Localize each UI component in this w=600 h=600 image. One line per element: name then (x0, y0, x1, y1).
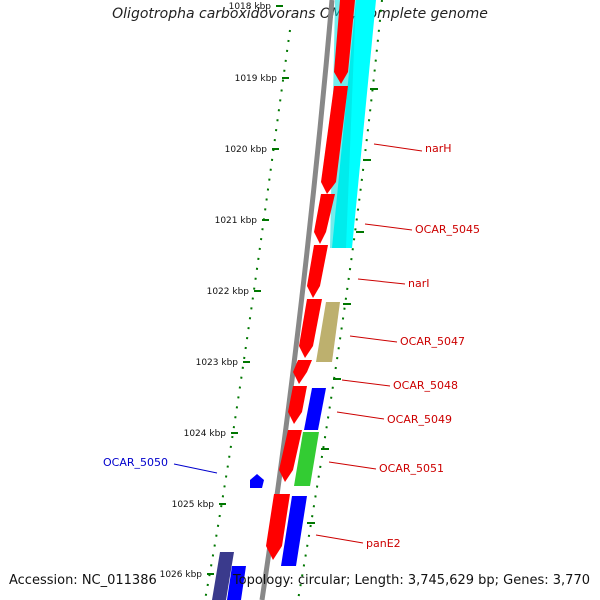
tick-label: 1021 kbp (215, 216, 258, 226)
tick-layer: 1018 kbp 1019 kbp 1020 kbp 1021 kbp 1022 kbp… (160, 2, 378, 580)
gene-label: OCAR_5051 (379, 462, 444, 475)
gene-arrow-8 (279, 430, 302, 482)
gene-bottom-dark-block (212, 552, 234, 600)
gene-arrow-3 (314, 194, 335, 244)
gene-arrow-9 (266, 494, 290, 560)
tick-label: 1019 kbp (235, 74, 278, 84)
label-layer: narH OCAR_5045 narI OCAR_5047 OCAR_5048 OCAR_… (103, 142, 480, 550)
tick-label: 1025 kbp (172, 500, 215, 510)
gene-label: OCAR_5047 (400, 335, 465, 348)
gene-label-leader (173, 463, 218, 474)
gene-label-leader (357, 278, 406, 285)
footer-summary: Topology: circular; Length: 3,745,629 bp… (232, 573, 590, 588)
footer-accession: Accession: NC_011386 (9, 573, 157, 588)
gene-arrow-1 (334, 0, 355, 84)
gene-panE2-block (281, 496, 307, 566)
gene-label-leader (336, 411, 385, 420)
gene-label-leader (373, 143, 423, 152)
gene-OCAR_5050-arrow (250, 474, 264, 488)
gene-label-leader (364, 223, 413, 231)
gene-OCAR_5047-block (316, 302, 340, 362)
gene-arrow-6 (293, 360, 312, 384)
gene-label: panE2 (366, 537, 401, 550)
gene-label-leader (315, 534, 364, 544)
gene-arrow-4 (307, 245, 328, 298)
gene-arrow-5 (299, 299, 322, 358)
gene-label: narI (408, 277, 429, 290)
map-title: Oligotropha carboxidovorans OM5, complet… (112, 6, 488, 22)
gene-label: OCAR_5048 (393, 379, 458, 392)
gene-arrow-7 (288, 386, 307, 424)
tick-label: 1023 kbp (196, 358, 239, 368)
tick-label: 1020 kbp (225, 145, 268, 155)
tick-label: 1024 kbp (184, 429, 227, 439)
gene-label-leader (341, 379, 391, 387)
gene-label: OCAR_5049 (387, 413, 452, 426)
gene-label-leader (328, 461, 377, 470)
gene-label: narH (425, 142, 452, 155)
tick-label: 1026 kbp (160, 570, 203, 580)
gene-label: OCAR_5045 (415, 223, 480, 236)
gene-OCAR_5049-block (304, 388, 326, 430)
gene-label: OCAR_5050 (103, 456, 168, 469)
gene-bottom-blue-block (227, 566, 246, 600)
gene-arrow-2 (321, 86, 348, 194)
tick-label: 1018 kbp (229, 2, 272, 12)
gene-OCAR_5051-block (294, 432, 319, 486)
gene-label-leader (349, 335, 398, 343)
tick-label: 1022 kbp (207, 287, 250, 297)
